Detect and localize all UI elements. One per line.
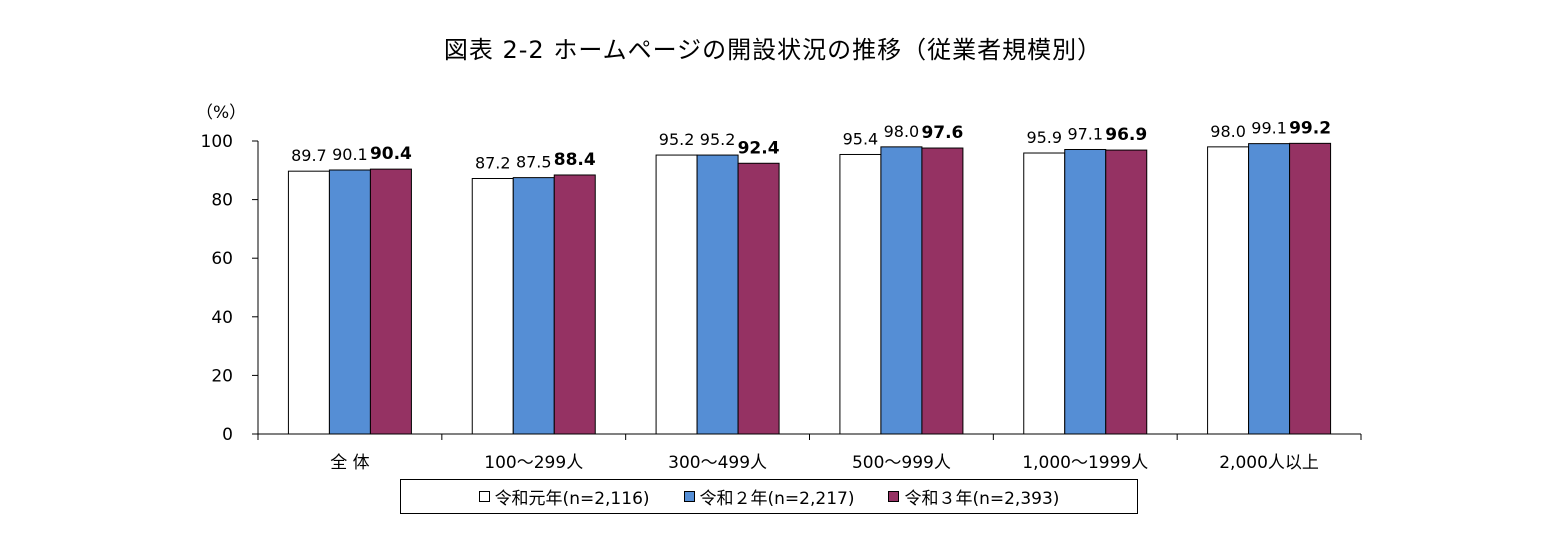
legend: 令和元年(n=2,116) 令和２年(n=2,217) 令和３年(n=2,393…: [400, 479, 1138, 514]
y-tick-label: 80: [211, 191, 233, 211]
x-category-label-0: 全 体: [330, 453, 369, 470]
x-category-label-1: 100～299人: [484, 453, 583, 470]
data-label-series-0-cat-3: 95.4: [843, 129, 879, 148]
legend-swatch-series-1: [683, 491, 695, 502]
bar-series-2-cat-2: [737, 162, 780, 435]
data-label-series-2-cat-2: 92.4: [738, 138, 780, 158]
data-label-series-1-cat-0: 90.1: [332, 145, 368, 164]
bar-series-2-cat-4: [1105, 149, 1148, 435]
data-label-series-0-cat-4: 95.9: [1026, 128, 1062, 147]
bar-chart: 0 20 40 60 80 100 89.7 90.1 90.4 全 体 87.2 87.5 88.4 1…: [201, 118, 1362, 470]
bar-series-0-cat-3: [839, 153, 882, 435]
bar-series-0-cat-1: [471, 178, 514, 435]
data-label-series-0-cat-0: 89.7: [291, 146, 327, 165]
chart-title: 図表 2-2 ホームページの開設状況の推移（従業者規模別）: [443, 36, 1103, 64]
data-label-series-0-cat-2: 95.2: [659, 130, 695, 149]
bar-series-2-cat-0: [369, 168, 412, 435]
y-tick-label: 20: [211, 366, 233, 386]
bar-series-1-cat-5: [1248, 143, 1291, 435]
bar-series-1-cat-2: [696, 154, 739, 435]
data-label-series-2-cat-0: 90.4: [370, 144, 412, 164]
data-label-series-0-cat-1: 87.2: [475, 154, 511, 173]
legend-item-series-1: 令和２年(n=2,217): [683, 484, 855, 509]
x-category-label-3: 500～999人: [852, 453, 951, 470]
data-label-series-1-cat-3: 98.0: [884, 122, 920, 141]
legend-label-series-1: 令和２年(n=2,217): [699, 489, 855, 509]
data-label-series-2-cat-4: 96.9: [1105, 125, 1147, 145]
y-axis-unit-label: （%）: [196, 103, 247, 123]
bar-series-0-cat-4: [1023, 152, 1066, 435]
bar-series-0-cat-2: [655, 154, 698, 435]
bar-series-1-cat-3: [880, 146, 923, 435]
x-category-label-5: 2,000人以上: [1219, 453, 1319, 470]
data-label-series-2-cat-3: 97.6: [921, 123, 963, 143]
data-label-series-1-cat-4: 97.1: [1067, 124, 1103, 143]
y-tick-label: 60: [211, 249, 233, 269]
data-label-series-1-cat-5: 99.1: [1251, 119, 1287, 138]
legend-swatch-series-2: [888, 491, 900, 502]
bar-series-1-cat-4: [1064, 148, 1107, 435]
bar-series-1-cat-1: [512, 177, 555, 435]
bar-series-0-cat-0: [287, 170, 330, 435]
legend-label-series-0: 令和元年(n=2,116): [494, 489, 650, 509]
legend-label-series-2: 令和３年(n=2,393): [904, 489, 1060, 509]
bar-series-2-cat-5: [1289, 142, 1332, 435]
legend-swatch-series-0: [478, 491, 490, 502]
data-label-series-2-cat-1: 88.4: [554, 150, 596, 170]
y-tick-label: 40: [211, 308, 233, 328]
x-category-label-2: 300～499人: [668, 453, 767, 470]
data-label-series-1-cat-1: 87.5: [516, 153, 552, 172]
y-tick-label: 100: [201, 132, 233, 152]
bar-series-2-cat-1: [553, 174, 596, 435]
data-label-series-0-cat-5: 98.0: [1210, 122, 1246, 141]
bar-series-0-cat-5: [1207, 146, 1250, 435]
bar-series-1-cat-0: [328, 169, 371, 435]
data-label-series-2-cat-5: 99.2: [1289, 118, 1331, 138]
legend-item-series-2: 令和３年(n=2,393): [888, 484, 1059, 509]
y-tick-label: 0: [222, 425, 233, 445]
x-category-label-4: 1,000～1999人: [1022, 453, 1148, 470]
bar-series-2-cat-3: [921, 147, 964, 435]
data-label-series-1-cat-2: 95.2: [700, 130, 736, 149]
legend-item-series-0: 令和元年(n=2,116): [478, 484, 650, 509]
